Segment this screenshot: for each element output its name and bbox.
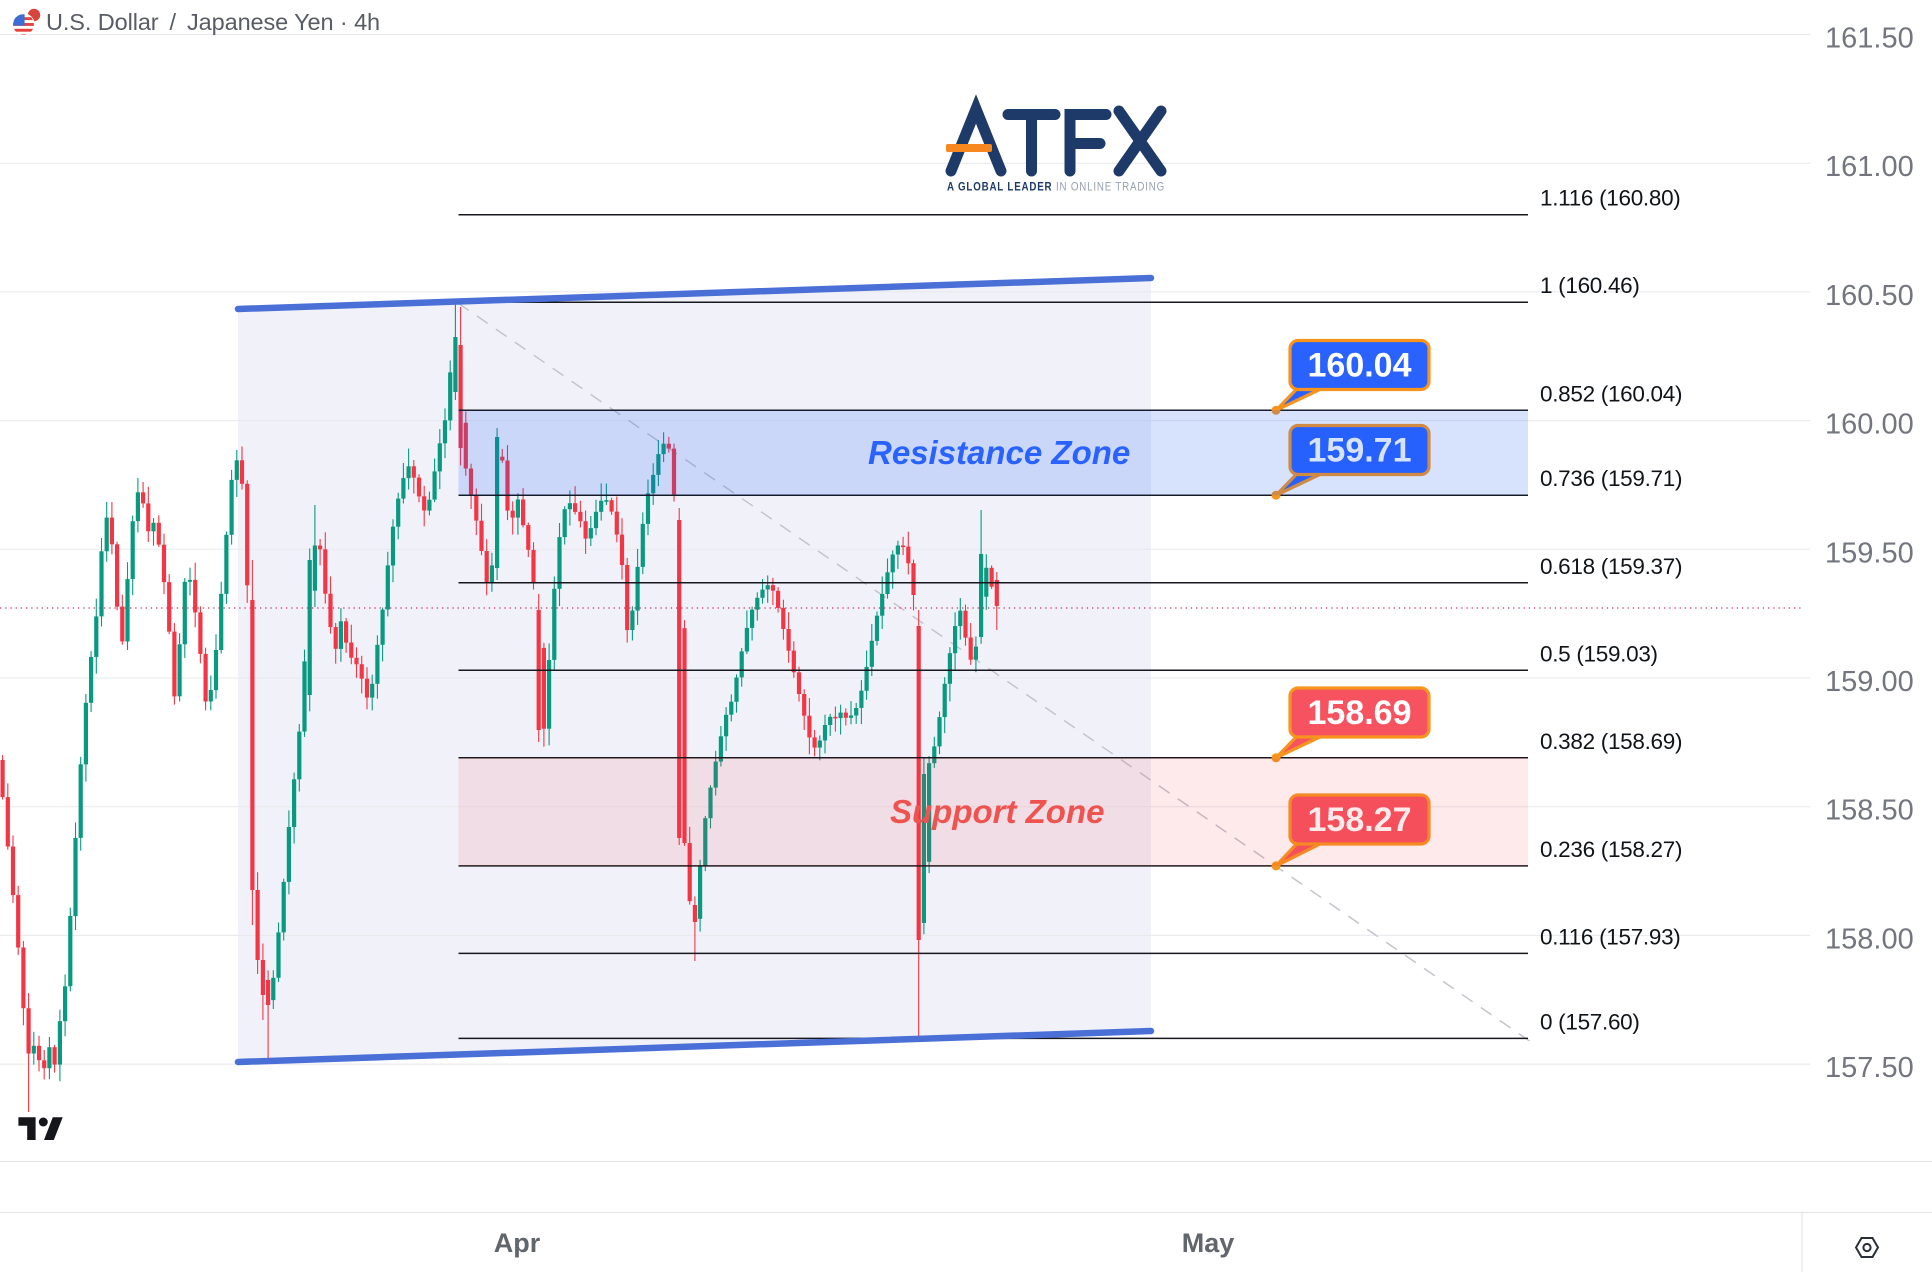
svg-text:A GLOBAL LEADER IN ONLINE TRAD: A GLOBAL LEADER IN ONLINE TRADING xyxy=(947,180,1165,194)
svg-text:160.04: 160.04 xyxy=(1308,347,1412,385)
svg-text:159.71: 159.71 xyxy=(1308,432,1412,470)
svg-text:0.382 (158.69): 0.382 (158.69) xyxy=(1540,729,1682,754)
svg-text:0.852 (160.04): 0.852 (160.04) xyxy=(1540,381,1682,406)
svg-text:161.50: 161.50 xyxy=(1825,23,1914,55)
svg-text:158.50: 158.50 xyxy=(1825,795,1914,827)
svg-text:May: May xyxy=(1182,1228,1235,1258)
svg-text:160.00: 160.00 xyxy=(1825,409,1914,441)
svg-text:157.50: 157.50 xyxy=(1825,1052,1914,1084)
svg-text:Resistance Zone: Resistance Zone xyxy=(868,434,1130,471)
svg-text:158.69: 158.69 xyxy=(1308,694,1412,732)
svg-text:0 (157.60): 0 (157.60) xyxy=(1540,1009,1640,1034)
svg-text:Apr: Apr xyxy=(494,1228,541,1258)
svg-text:160.50: 160.50 xyxy=(1825,280,1914,312)
svg-text:Support Zone: Support Zone xyxy=(890,793,1104,830)
svg-text:159.00: 159.00 xyxy=(1825,666,1914,698)
svg-text:U.S. Dollar / Japanese Yen ·: U.S. Dollar / Japanese Yen · 4h xyxy=(46,9,380,35)
svg-text:1 (160.46): 1 (160.46) xyxy=(1540,273,1640,298)
svg-text:159.50: 159.50 xyxy=(1825,537,1914,569)
svg-text:0.116 (157.93): 0.116 (157.93) xyxy=(1540,924,1681,949)
svg-text:0.236 (158.27): 0.236 (158.27) xyxy=(1540,837,1682,862)
svg-text:158.27: 158.27 xyxy=(1308,801,1412,839)
svg-text:0.5 (159.03): 0.5 (159.03) xyxy=(1540,641,1658,666)
svg-text:158.00: 158.00 xyxy=(1825,923,1914,955)
svg-text:161.00: 161.00 xyxy=(1825,151,1914,183)
svg-text:0.618 (159.37): 0.618 (159.37) xyxy=(1540,554,1682,579)
svg-text:0.736 (159.71): 0.736 (159.71) xyxy=(1540,466,1682,491)
svg-text:1.116 (160.80): 1.116 (160.80) xyxy=(1540,186,1681,211)
